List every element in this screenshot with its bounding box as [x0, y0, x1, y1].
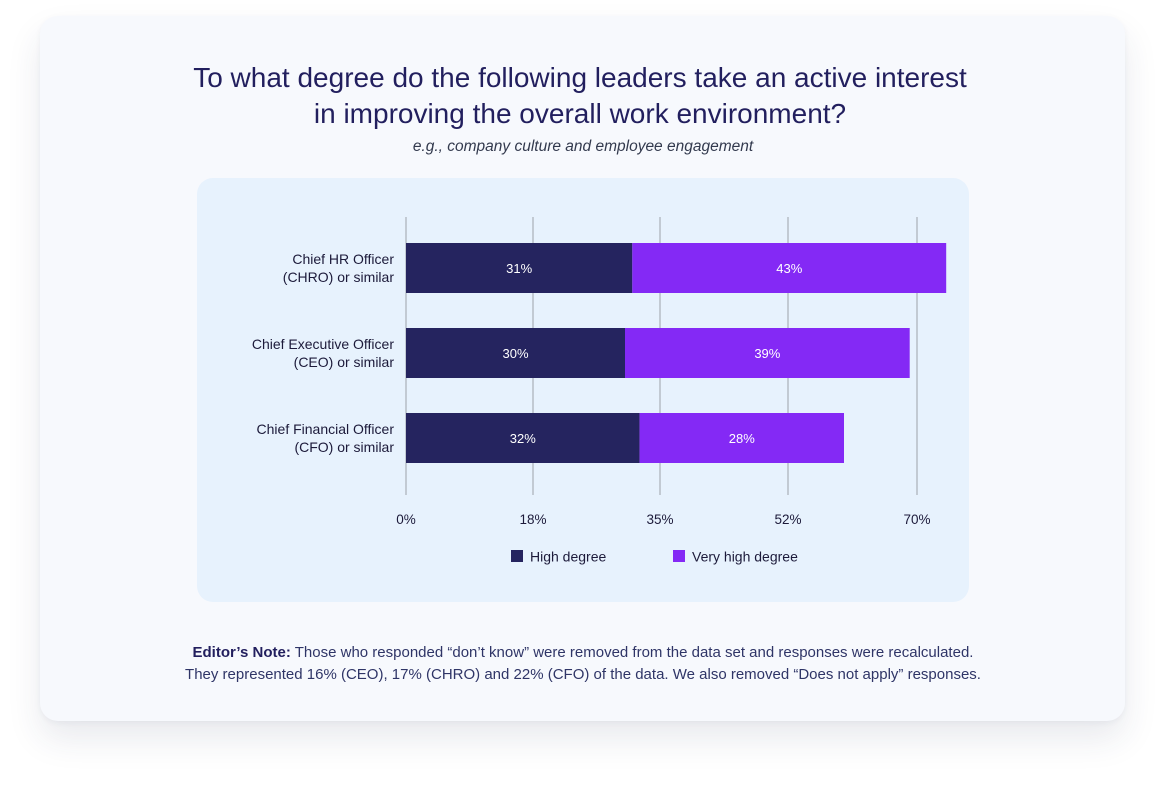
data-label: 43% — [776, 261, 802, 276]
bar-very-high-degree — [625, 328, 910, 378]
x-tick-label: 70% — [903, 512, 930, 527]
data-label: 39% — [754, 346, 780, 361]
legend-label: High degree — [530, 549, 606, 565]
data-label: 28% — [729, 431, 755, 446]
x-tick-label: 18% — [519, 512, 546, 527]
editors-note-line-2: They represented 16% (CEO), 17% (CHRO) a… — [185, 666, 981, 683]
legend-swatch — [673, 550, 685, 562]
chart-title-line-2: in improving the overall work environmen… — [313, 98, 847, 129]
bar-very-high-degree — [632, 243, 947, 293]
x-tick-label: 52% — [774, 512, 801, 527]
legend-label: Very high degree — [692, 549, 798, 565]
category-label: Chief Executive Officer (CEO) or similar — [252, 336, 394, 370]
editors-note-label: Editor’s Note: — [192, 644, 291, 661]
chart-title: To what degree do the following leaders … — [0, 60, 1160, 132]
category-label: Chief HR Officer (CHRO) or similar — [283, 251, 395, 285]
legend-swatch — [511, 550, 523, 562]
chart-title-line-1: To what degree do the following leaders … — [193, 62, 967, 93]
editors-note: Editor’s Note: Those who responded “don’… — [0, 642, 1166, 686]
x-tick-label: 35% — [646, 512, 673, 527]
chart-subtitle: e.g., company culture and employee engag… — [412, 138, 754, 155]
bar-high-degree — [406, 328, 625, 378]
editors-note-line-1: Those who responded “don’t know” were re… — [290, 644, 974, 661]
data-label: 32% — [510, 431, 536, 446]
bar-high-degree — [406, 243, 633, 293]
data-label: 30% — [502, 346, 528, 361]
bar-very-high-degree — [639, 413, 844, 463]
data-label: 31% — [506, 261, 532, 276]
x-tick-label: 0% — [396, 512, 416, 527]
bar-high-degree — [406, 413, 640, 463]
category-label: Chief Financial Officer (CFO) or similar — [257, 421, 395, 455]
